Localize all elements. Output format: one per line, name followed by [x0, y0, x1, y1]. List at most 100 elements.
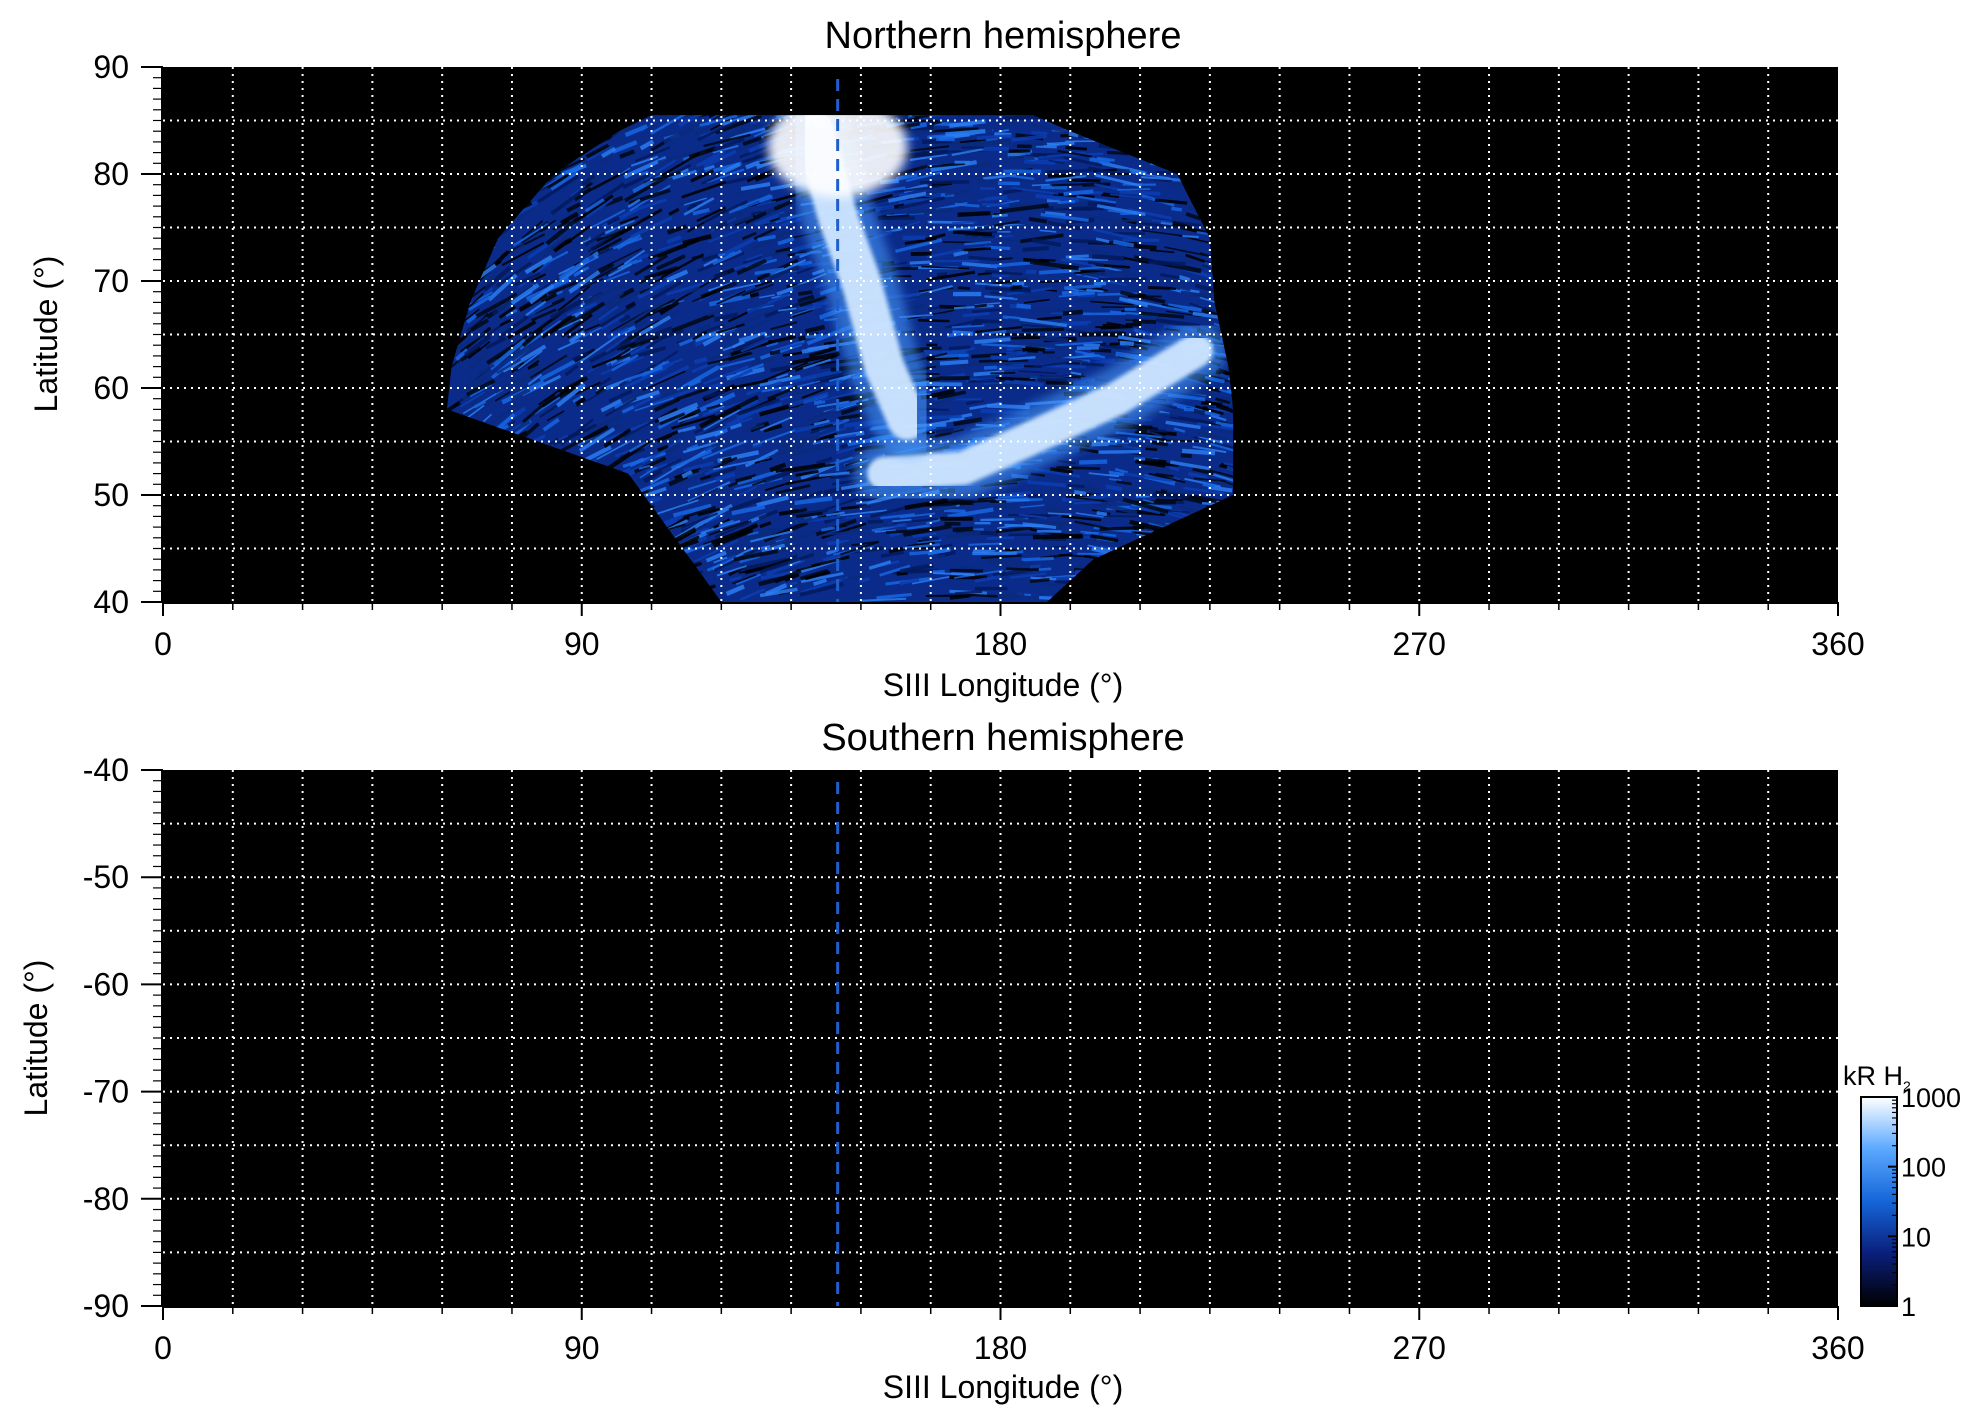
emission-streak	[687, 477, 722, 491]
emission-streak	[671, 431, 685, 440]
emission-streak	[1070, 238, 1109, 244]
emission-streak	[981, 342, 1030, 349]
emission-streak	[630, 155, 659, 167]
emission-streak	[1060, 258, 1096, 267]
emission-streak	[1031, 131, 1048, 135]
y-tick-label: -80	[83, 1181, 129, 1217]
emission-streak	[792, 424, 824, 431]
emission-streak	[1183, 407, 1195, 412]
emission-streak	[1044, 211, 1066, 217]
y-tick-label: -60	[83, 966, 129, 1002]
emission-streak	[1100, 326, 1133, 330]
emission-streak	[752, 442, 763, 449]
emission-streak	[759, 294, 775, 299]
emission-streak	[983, 146, 1009, 152]
emission-streak	[586, 145, 613, 162]
emission-streak	[651, 458, 682, 475]
emission-streak	[624, 175, 668, 203]
emission-streak	[732, 573, 757, 585]
emission-streak	[906, 524, 931, 530]
emission-streak	[578, 427, 616, 453]
emission-streak	[739, 522, 759, 535]
emission-streak	[978, 359, 1029, 363]
emission-streak	[1036, 316, 1062, 321]
emission-streak	[741, 283, 774, 297]
emission-streak	[1105, 484, 1123, 492]
emission-streak	[1035, 144, 1057, 149]
emission-streak	[1039, 229, 1057, 233]
emission-streak	[677, 469, 709, 486]
y-tick-label: -70	[83, 1074, 129, 1110]
emission-streak	[1093, 183, 1132, 193]
emission-streak	[954, 202, 980, 208]
emission-streak	[1062, 309, 1084, 316]
emission-streak	[879, 564, 911, 577]
emission-streak	[975, 282, 999, 287]
emission-streak	[644, 115, 669, 132]
emission-streak	[558, 256, 590, 281]
emission-streak	[752, 115, 777, 129]
emission-streak	[640, 486, 667, 499]
emission-streak	[712, 249, 742, 266]
emission-streak	[1038, 258, 1056, 262]
emission-streak	[574, 396, 587, 406]
emission-streak	[731, 504, 766, 516]
emission-streak	[739, 146, 767, 159]
emission-streak	[995, 235, 1014, 238]
emission-streak	[1119, 340, 1134, 347]
emission-streak	[1005, 350, 1023, 355]
south-y-axis-label: Latitude (°)	[18, 960, 54, 1117]
emission-streak	[1132, 319, 1157, 325]
emission-streak	[821, 526, 835, 532]
emission-streak	[834, 430, 865, 440]
emission-streak	[693, 539, 739, 563]
emission-streak	[791, 509, 828, 517]
emission-streak	[875, 204, 895, 213]
emission-streak	[776, 287, 794, 296]
emission-streak	[1058, 292, 1096, 298]
emission-streak	[1098, 449, 1141, 454]
emission-streak	[841, 575, 865, 581]
y-tick-label: -50	[83, 859, 129, 895]
emission-streak	[666, 224, 687, 235]
emission-streak	[1155, 170, 1174, 175]
emission-streak	[1123, 472, 1173, 483]
emission-streak	[1070, 371, 1082, 376]
emission-streak	[1051, 183, 1084, 187]
emission-streak	[712, 145, 739, 154]
emission-streak	[944, 189, 971, 196]
emission-base	[446, 115, 1234, 603]
emission-streak	[945, 129, 986, 137]
emission-streak	[558, 386, 577, 399]
emission-streak	[541, 292, 558, 304]
emission-streak	[525, 300, 547, 317]
emission-streak	[821, 391, 857, 402]
emission-streak	[995, 526, 1033, 534]
emission-streak	[736, 363, 765, 376]
emission-streak	[984, 286, 1031, 293]
emission-streak	[600, 398, 622, 413]
emission-streak	[591, 283, 625, 301]
emission-streak	[1135, 459, 1166, 468]
emission-streak	[633, 254, 669, 277]
emission-streak	[812, 301, 829, 307]
emission-streak	[1002, 315, 1021, 321]
emission-streak	[470, 318, 490, 332]
emission-streak	[562, 229, 583, 242]
emission-streak	[1010, 284, 1023, 291]
emission-streak	[936, 272, 948, 277]
emission-streak	[618, 167, 631, 176]
south-panel: Southern hemisphere -40 -50 -60 -70 -80 -90 0…	[18, 717, 1865, 1405]
emission-streak	[966, 398, 984, 406]
x-tick-label: 270	[1393, 626, 1446, 662]
emission-streak	[701, 439, 748, 460]
emission-streak	[1090, 347, 1112, 353]
emission-streak	[1025, 346, 1046, 352]
x-tick-label: 270	[1393, 1330, 1446, 1366]
emission-streak	[1218, 388, 1234, 400]
emission-streak	[548, 437, 559, 446]
emission-streak	[1119, 189, 1161, 196]
emission-streak	[1096, 510, 1108, 517]
emission-streak	[541, 314, 574, 339]
emission-streak	[697, 251, 745, 273]
